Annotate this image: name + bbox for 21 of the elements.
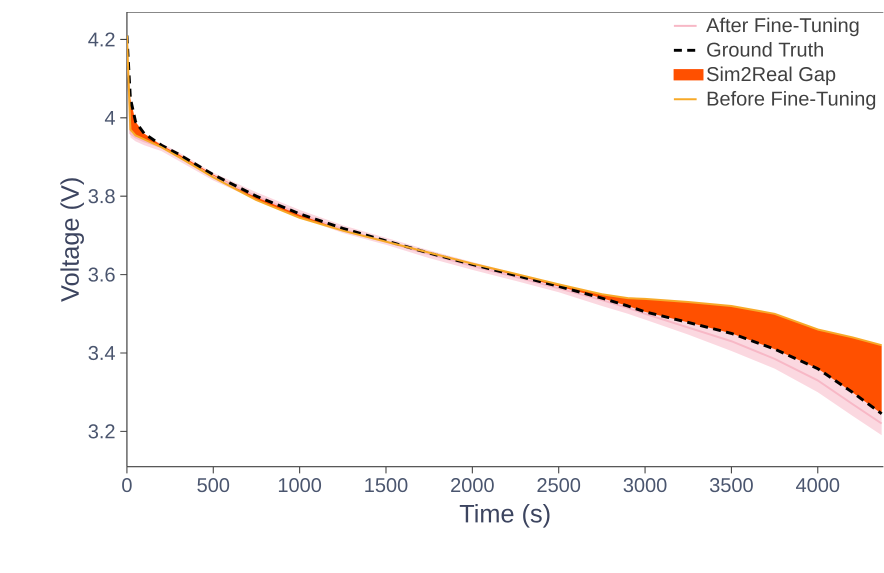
legend-label: Before Fine-Tuning xyxy=(708,91,876,110)
y-tick-label: 3.6 xyxy=(88,268,115,282)
y-axis-title: Voltage (V) xyxy=(60,178,84,302)
x-tick-label: 2500 xyxy=(537,478,580,492)
y-tick-label: 3.2 xyxy=(88,424,115,439)
legend-label: After Fine-Tuning xyxy=(706,18,858,36)
y-tick-label: 3.8 xyxy=(88,189,115,204)
x-tick-label: 0 xyxy=(122,478,132,492)
y-tick-label: 4.2 xyxy=(88,32,115,47)
x-axis-title: Time (s) xyxy=(460,504,550,528)
legend-label: Ground Truth xyxy=(707,42,823,57)
y-tick-label: 4 xyxy=(104,111,115,125)
x-tick-label: 1500 xyxy=(365,478,408,492)
x-tick-label: 3500 xyxy=(710,478,753,492)
x-tick-label: 500 xyxy=(197,478,230,492)
x-tick-label: 2000 xyxy=(451,478,494,492)
x-tick-label: 4000 xyxy=(796,478,840,492)
legend-label: Sim2Real Gap xyxy=(707,66,836,86)
x-tick-label: 3000 xyxy=(624,478,666,492)
y-tick-label: 3.4 xyxy=(88,346,115,360)
x-tick-label: 1000 xyxy=(278,478,322,492)
